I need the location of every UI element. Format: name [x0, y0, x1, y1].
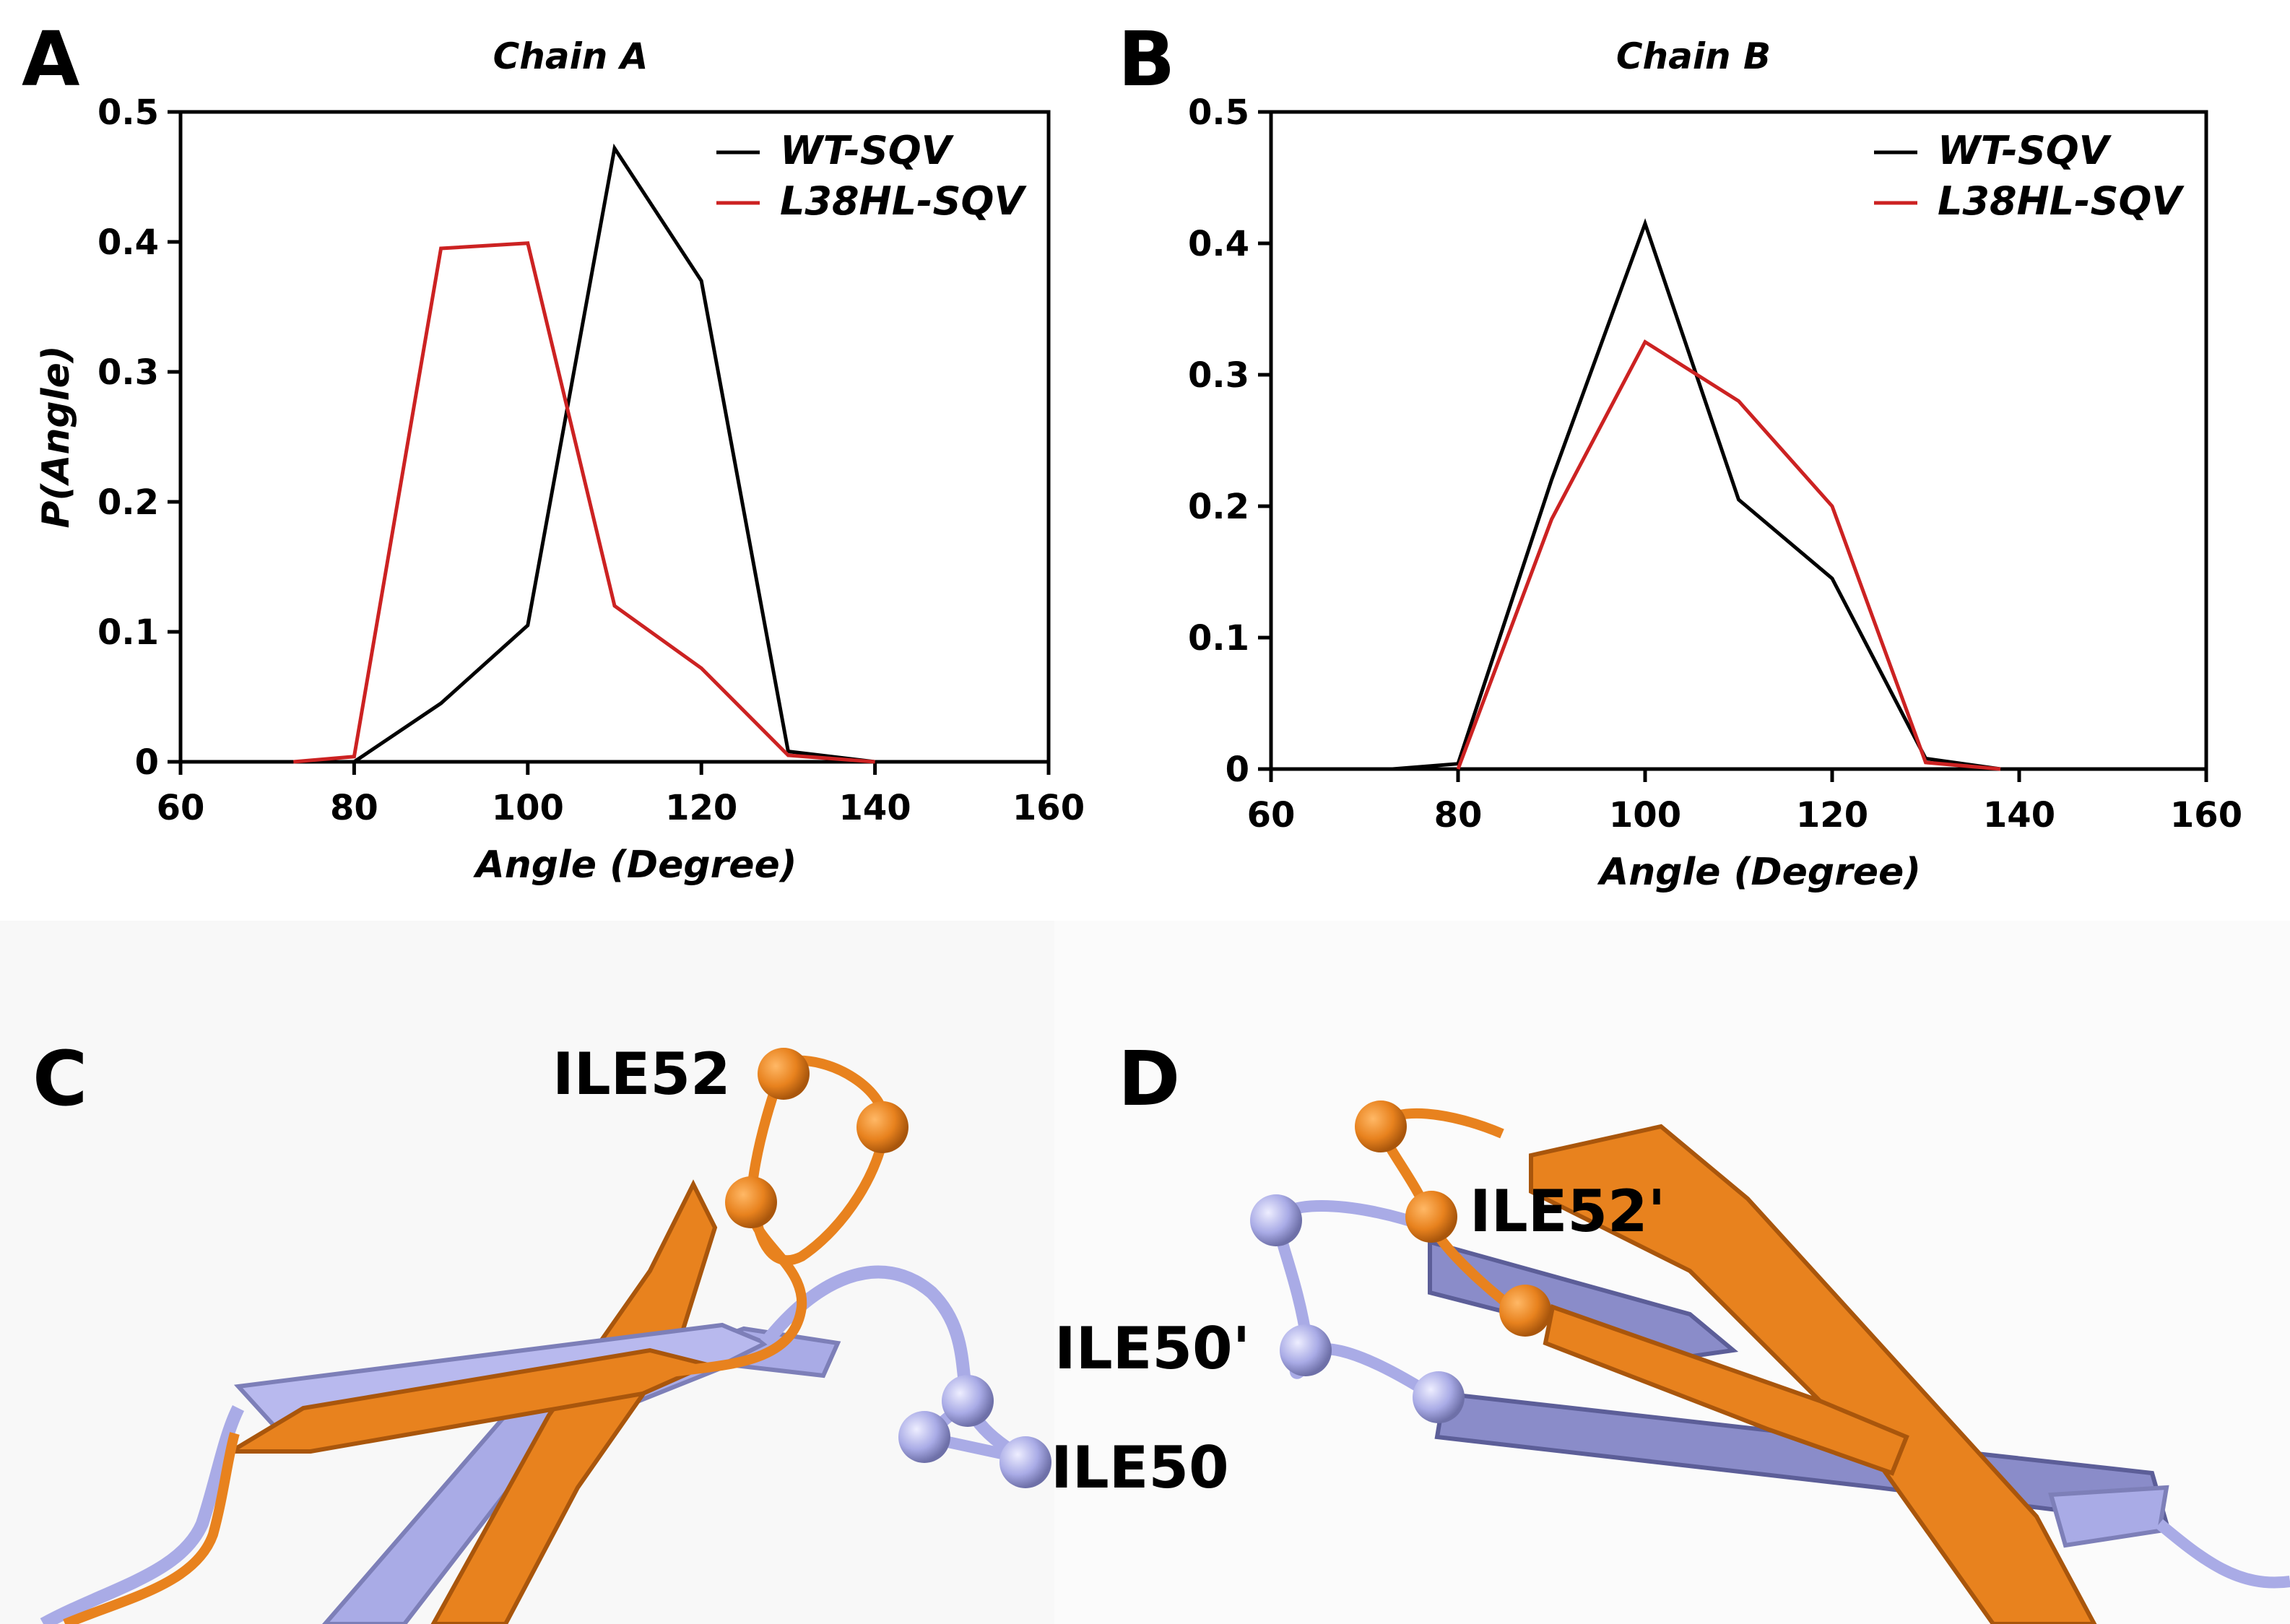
beta-strand-orange-lower — [1543, 1304, 1909, 1476]
plot-frame — [178, 110, 1051, 764]
y-tick-label: 0.5 — [1188, 92, 1249, 133]
series-line-l38hl-sqv — [293, 241, 875, 764]
beta-strand-lavender-upper — [1428, 1239, 1739, 1360]
x-tick-label: 160 — [2170, 795, 2242, 835]
series-line-l38hl-sqv — [1456, 339, 2001, 771]
x-tick-label: 140 — [838, 788, 911, 828]
x-tick-label: 100 — [1609, 795, 1681, 835]
residue-ball-orange — [758, 1048, 810, 1100]
legend-label: WT-SQV — [780, 128, 955, 173]
x-axis-label: Angle (Degree) — [472, 843, 797, 887]
x-tick-label: 160 — [1012, 788, 1085, 828]
y-tick-label: 0.3 — [97, 352, 159, 393]
panel-label-a: A — [22, 15, 80, 103]
panel-label-b: B — [1118, 15, 1175, 103]
residue-ball-lavender — [999, 1436, 1051, 1488]
beta-strand-orange-diagonal — [1529, 1124, 2097, 1624]
structure-panel-d: D ILE52' ILE50' — [1054, 1035, 2290, 1624]
residue-label-ile52-prime: ILE52' — [1470, 1178, 1665, 1245]
x-tick-label: 120 — [1796, 795, 1868, 835]
legend-label: L38HL-SQV — [1938, 178, 2185, 224]
residue-ball-lavender — [1280, 1324, 1332, 1376]
structure-panel-c: C ILE52 ILE50 — [32, 1035, 1229, 1624]
residue-ball-lavender — [1413, 1371, 1465, 1423]
residue-ball-lavender — [1250, 1194, 1302, 1246]
y-tick-label: 0 — [135, 742, 159, 783]
chart-title-chain-b: Chain B — [1616, 35, 1771, 77]
y-axis-label: P(Angle) — [35, 345, 78, 528]
coil-orange-loop — [1374, 1108, 1535, 1326]
y-tick-label: 0.2 — [97, 482, 159, 523]
residue-ball-orange — [725, 1176, 777, 1228]
y-tick-label: 0 — [1226, 750, 1249, 790]
legend-label: L38HL-SQV — [780, 178, 1027, 224]
coil-lavender-right — [2155, 1519, 2290, 1589]
x-tick-label: 140 — [1983, 795, 2055, 835]
series-line-wt-sqv — [1392, 218, 2001, 771]
x-axis-label: Angle (Degree) — [1597, 851, 1921, 894]
panel-label-c: C — [32, 1035, 87, 1123]
coil-lavender-left — [40, 1404, 245, 1624]
y-tick-label: 0.1 — [97, 612, 159, 653]
series-line-wt-sqv — [353, 143, 875, 764]
coil-orange-left — [63, 1432, 240, 1624]
y-tick-label: 0.1 — [1188, 618, 1249, 659]
x-tick-label: 100 — [492, 788, 564, 828]
residue-ball-orange — [1499, 1285, 1551, 1337]
y-tick-label: 0.4 — [1188, 224, 1249, 264]
y-tick-label: 0.3 — [1188, 355, 1249, 396]
chart-chain-a: Chain A 60 80 100 120 140 160 0 0.1 0.2 0.3 0.4 0.5 A… — [35, 35, 1085, 887]
residue-ball-orange — [1405, 1191, 1457, 1243]
legend-label: WT-SQV — [1938, 128, 2112, 173]
residue-label-ile50-prime: ILE50' — [1054, 1315, 1250, 1382]
panel-label-d: D — [1118, 1035, 1180, 1123]
chart-chain-b: Chain B 60 80 100 120 140 160 0 0.1 0.2 0.3 0.4 0.5 A… — [1188, 35, 2242, 894]
plot-frame — [1269, 110, 2208, 771]
y-tick-label: 0.2 — [1188, 487, 1249, 527]
x-tick-label: 80 — [330, 788, 378, 828]
y-tick-label: 0.4 — [97, 222, 159, 263]
residue-ball-lavender — [942, 1375, 994, 1427]
x-tick-label: 60 — [1247, 795, 1296, 835]
residue-ball-orange — [856, 1101, 908, 1153]
chart-title-chain-a: Chain A — [493, 35, 649, 77]
y-tick-label: 0.5 — [97, 92, 159, 133]
residue-ball-lavender — [898, 1411, 950, 1463]
residue-ball-orange — [1355, 1100, 1407, 1152]
x-tick-label: 60 — [157, 788, 205, 828]
coil-lavender-loop — [760, 1265, 1029, 1465]
residue-label-ile52: ILE52 — [552, 1041, 731, 1108]
x-tick-label: 80 — [1434, 795, 1483, 835]
residue-label-ile50: ILE50 — [1051, 1434, 1229, 1501]
x-tick-label: 120 — [665, 788, 737, 828]
